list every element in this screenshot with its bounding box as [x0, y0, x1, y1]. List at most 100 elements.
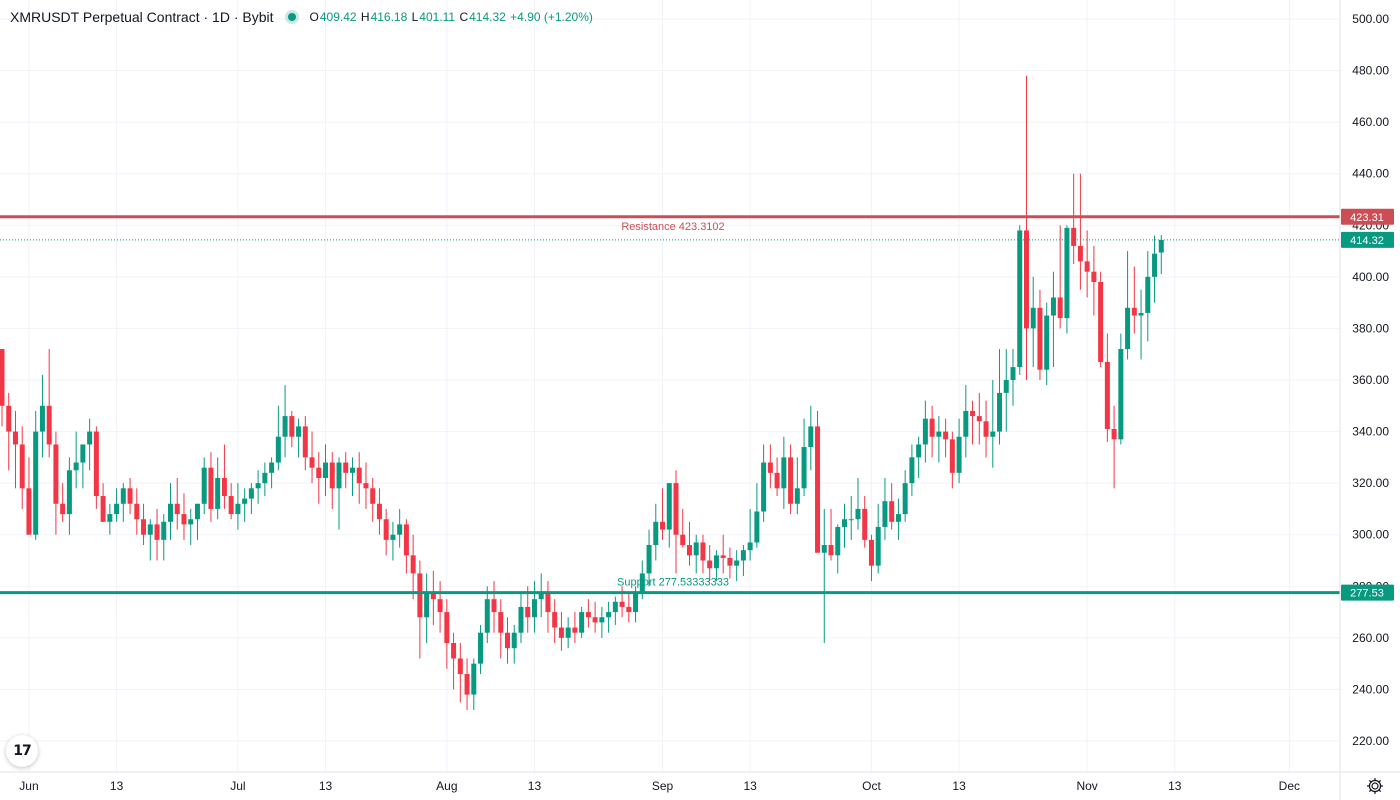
y-axis-tick-label: 340.00 [1352, 425, 1389, 439]
horizontal-lines[interactable]: Resistance 423.3102 Support 277.53333333 [0, 215, 1340, 595]
resistance-label: Resistance 423.3102 [621, 221, 724, 233]
candle-down [525, 606, 531, 618]
candle-down [0, 349, 5, 406]
candle-down [592, 617, 598, 623]
candle-down [774, 472, 780, 489]
symbol-title[interactable]: XMRUSDT Perpetual Contract · 1D · Bybit [10, 9, 274, 25]
candle-down [889, 501, 895, 522]
candle-up [922, 418, 928, 445]
candle-down [370, 488, 376, 504]
candle-up [424, 591, 430, 618]
candle-up [107, 514, 113, 522]
candle-down [626, 606, 632, 613]
candle-up [1064, 227, 1070, 319]
candle-down [929, 418, 935, 437]
candle-up [66, 470, 72, 515]
candle-up [808, 426, 814, 448]
candle-down [417, 573, 423, 618]
x-axis-tick-label: 13 [110, 779, 124, 793]
candle-up [612, 601, 618, 613]
y-axis-tick-label: 480.00 [1352, 64, 1389, 78]
candle-up [194, 503, 200, 520]
candle-up [1158, 239, 1164, 253]
candle-down [134, 503, 140, 520]
candle-up [653, 521, 659, 546]
support-label: Support 277.53333333 [617, 577, 729, 589]
y-axis-tick-label: 460.00 [1352, 115, 1389, 129]
gear-icon[interactable] [1366, 777, 1384, 795]
candle-down [444, 612, 450, 644]
x-axis-tick-label: 13 [319, 779, 333, 793]
candle-down [127, 488, 133, 504]
candle-down [585, 612, 591, 618]
candle-up [1145, 276, 1151, 313]
candle-up [336, 462, 342, 489]
candle-up [565, 627, 571, 638]
candle-down [154, 524, 160, 540]
candle-up [646, 545, 652, 574]
candle-down [53, 444, 59, 504]
candle-up [1125, 307, 1131, 350]
candle-up [1003, 380, 1009, 393]
candle-down [943, 431, 949, 440]
candle-up [990, 431, 996, 437]
support-price-tag-text: 277.53 [1350, 588, 1384, 600]
candle-down [505, 632, 510, 649]
x-axis-tick-label: Jul [230, 779, 245, 793]
candle-up [531, 599, 537, 618]
candles [0, 75, 1164, 711]
y-axis-tick-label: 400.00 [1352, 270, 1389, 284]
candle-up [1030, 307, 1036, 329]
candle-down [498, 612, 504, 633]
candle-down [141, 519, 147, 535]
open-key: O [309, 10, 319, 24]
candle-down [1104, 361, 1110, 429]
candle-down [12, 431, 18, 445]
candle-up [882, 501, 888, 527]
candle-up [956, 436, 962, 473]
candle-up [114, 503, 120, 515]
candle-down [1037, 307, 1043, 370]
candle-up [606, 612, 612, 618]
candle-down [1098, 282, 1104, 362]
candle-up [349, 467, 355, 473]
tradingview-logo-icon[interactable]: 17 [6, 735, 38, 767]
candle-up [242, 498, 248, 504]
grid [0, 0, 1340, 772]
y-axis-tick-label: 300.00 [1352, 528, 1389, 542]
candle-up [842, 519, 847, 527]
candle-up [1010, 367, 1016, 380]
candle-up [323, 462, 329, 478]
high-key: H [360, 10, 370, 24]
candle-down [572, 627, 578, 633]
candle-down [491, 599, 497, 613]
candle-up [478, 632, 484, 664]
candle-down [828, 545, 834, 556]
last-price-price-tag-text: 414.32 [1350, 235, 1384, 247]
resistance-price-tag-text: 423.31 [1350, 212, 1384, 224]
candle-down [356, 467, 362, 484]
candle-up [397, 524, 403, 535]
candle-down [316, 467, 322, 478]
candle-down [976, 416, 982, 422]
candle-up [120, 488, 126, 504]
candle-down [329, 462, 335, 489]
candle-up [997, 392, 1003, 432]
candle-up [936, 431, 942, 437]
candle-down [437, 599, 443, 613]
candle-down [1111, 428, 1117, 440]
candle-up [963, 410, 969, 437]
candle-down [228, 496, 234, 515]
candle-up [255, 483, 261, 489]
candle-down [363, 483, 369, 489]
x-axis-tick-label: Dec [1279, 779, 1300, 793]
candle-up [518, 606, 524, 633]
candle-up [740, 550, 746, 561]
candle-down [289, 416, 295, 437]
candle-up [390, 534, 396, 540]
resistance-price-tag [1341, 208, 1394, 225]
candle-down [1091, 271, 1097, 283]
candle-down [949, 439, 955, 473]
